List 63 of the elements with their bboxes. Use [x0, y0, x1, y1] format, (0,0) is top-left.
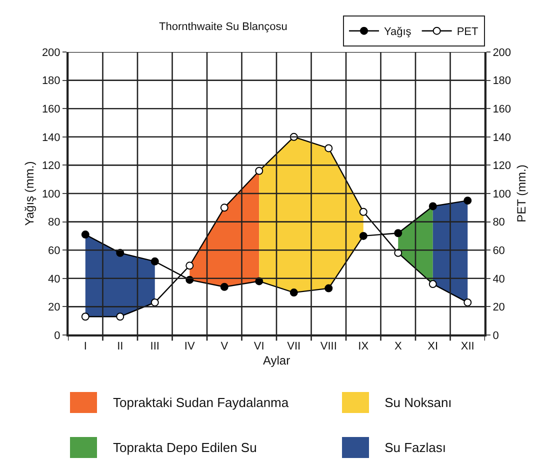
point: [324, 284, 333, 292]
x-tick-label: II: [117, 340, 124, 353]
x-tick-label: VIII: [320, 340, 337, 353]
point: [81, 312, 90, 321]
point: [81, 230, 90, 239]
x-tick-label: V: [220, 340, 229, 353]
y-tick-label: 100: [42, 188, 60, 200]
y2-axis-title: PET (mm.): [514, 164, 528, 222]
x-tick-label: I: [84, 340, 87, 353]
y-tick-label: 80: [48, 216, 60, 229]
y-tick-label: 40: [48, 273, 60, 286]
y-tick-label: 160: [42, 103, 60, 116]
point: [290, 288, 298, 297]
legend-label: Yağış: [384, 26, 412, 38]
point: [150, 257, 159, 266]
point: [464, 298, 472, 306]
point: [150, 298, 159, 306]
y-tick-label: 140: [42, 132, 60, 144]
x-axis-title: Aylar: [262, 353, 290, 368]
y-tick-label: 200: [42, 46, 60, 59]
point: [359, 208, 368, 216]
x-tick-label: VI: [254, 340, 264, 353]
y-tick-label: 0: [54, 330, 60, 342]
x-tick-label: IV: [184, 340, 196, 353]
y2-tick-label: 0: [492, 330, 499, 342]
x-tick-label: VII: [287, 340, 301, 353]
x-tick-label: X: [394, 340, 402, 353]
y2-tick-label: 100: [492, 188, 512, 200]
x-tick-label: III: [150, 340, 160, 353]
y2-tick-label: 200: [492, 46, 512, 59]
x-tick-label: XI: [428, 340, 438, 353]
legend-label: Toprakta Depo Edilen Su: [113, 440, 257, 455]
y2-tick-label: 140: [492, 132, 512, 144]
y-tick-label: 180: [42, 75, 60, 88]
legend-label: Su Noksanı: [384, 395, 452, 410]
legend-label: PET: [456, 26, 478, 38]
point: [359, 232, 368, 240]
y2-tick-label: 80: [492, 216, 505, 229]
y2-tick-label: 160: [492, 103, 512, 116]
point: [186, 262, 194, 270]
y-tick-label: 20: [48, 302, 60, 314]
y2-tick-label: 180: [492, 75, 512, 88]
chart-title: Thornthwaite Su Blançosu: [159, 21, 288, 33]
y-tick-label: 60: [48, 244, 60, 257]
point: [428, 202, 437, 210]
y2-tick-label: 40: [492, 273, 505, 286]
point: [220, 282, 228, 291]
point: [220, 204, 228, 212]
y-tick-label: 120: [42, 160, 60, 172]
point: [428, 280, 437, 288]
x-tick-label: IX: [358, 340, 370, 353]
point: [255, 166, 264, 175]
point: [464, 196, 472, 205]
point: [116, 312, 124, 321]
y-axis-title: Yağış (mm.): [22, 161, 36, 226]
x-tick-label: XII: [460, 340, 474, 353]
y2-tick-label: 60: [492, 244, 505, 257]
legend-label: Su Fazlası: [384, 440, 446, 455]
point: [394, 229, 402, 238]
y2-tick-label: 120: [492, 160, 512, 172]
legend-label: Topraktaki Sudan Faydalanma: [113, 395, 289, 410]
point: [324, 144, 333, 152]
y2-tick-label: 20: [492, 302, 505, 314]
